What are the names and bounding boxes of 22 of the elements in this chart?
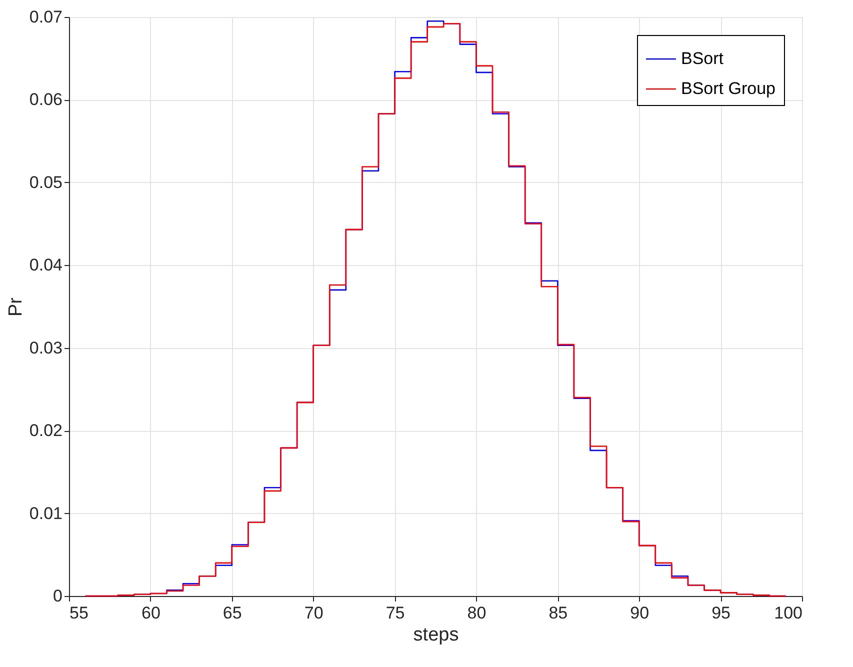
x-tick-label: 80 xyxy=(467,604,486,622)
x-tick-label: 100 xyxy=(774,604,802,622)
x-tick-label: 75 xyxy=(386,604,405,622)
x-tick-label: 85 xyxy=(548,604,568,622)
x-tick-label: 65 xyxy=(222,604,242,622)
y-tick-label: 0.01 xyxy=(29,504,62,523)
y-axis-title: Pr xyxy=(5,296,26,316)
y-tick-label: 0.06 xyxy=(29,90,62,110)
y-tick-label: 0.05 xyxy=(29,172,62,192)
x-tick-label: 95 xyxy=(712,604,731,622)
legend-label: BSort Group xyxy=(681,79,776,98)
legend-label: BSort xyxy=(681,49,724,68)
x-tick-label: 90 xyxy=(630,604,650,622)
x-tick-label: 60 xyxy=(141,604,160,622)
y-tick-label: 0.04 xyxy=(29,256,62,275)
y-tick-label: 0 xyxy=(53,586,62,606)
x-tick-label: 55 xyxy=(70,604,88,622)
x-axis-title: steps xyxy=(413,624,459,646)
y-tick-label: 0.07 xyxy=(29,8,62,26)
y-tick-label: 0.02 xyxy=(29,421,62,440)
x-tick-label: 70 xyxy=(304,604,324,622)
y-tick-label: 0.03 xyxy=(29,338,62,358)
